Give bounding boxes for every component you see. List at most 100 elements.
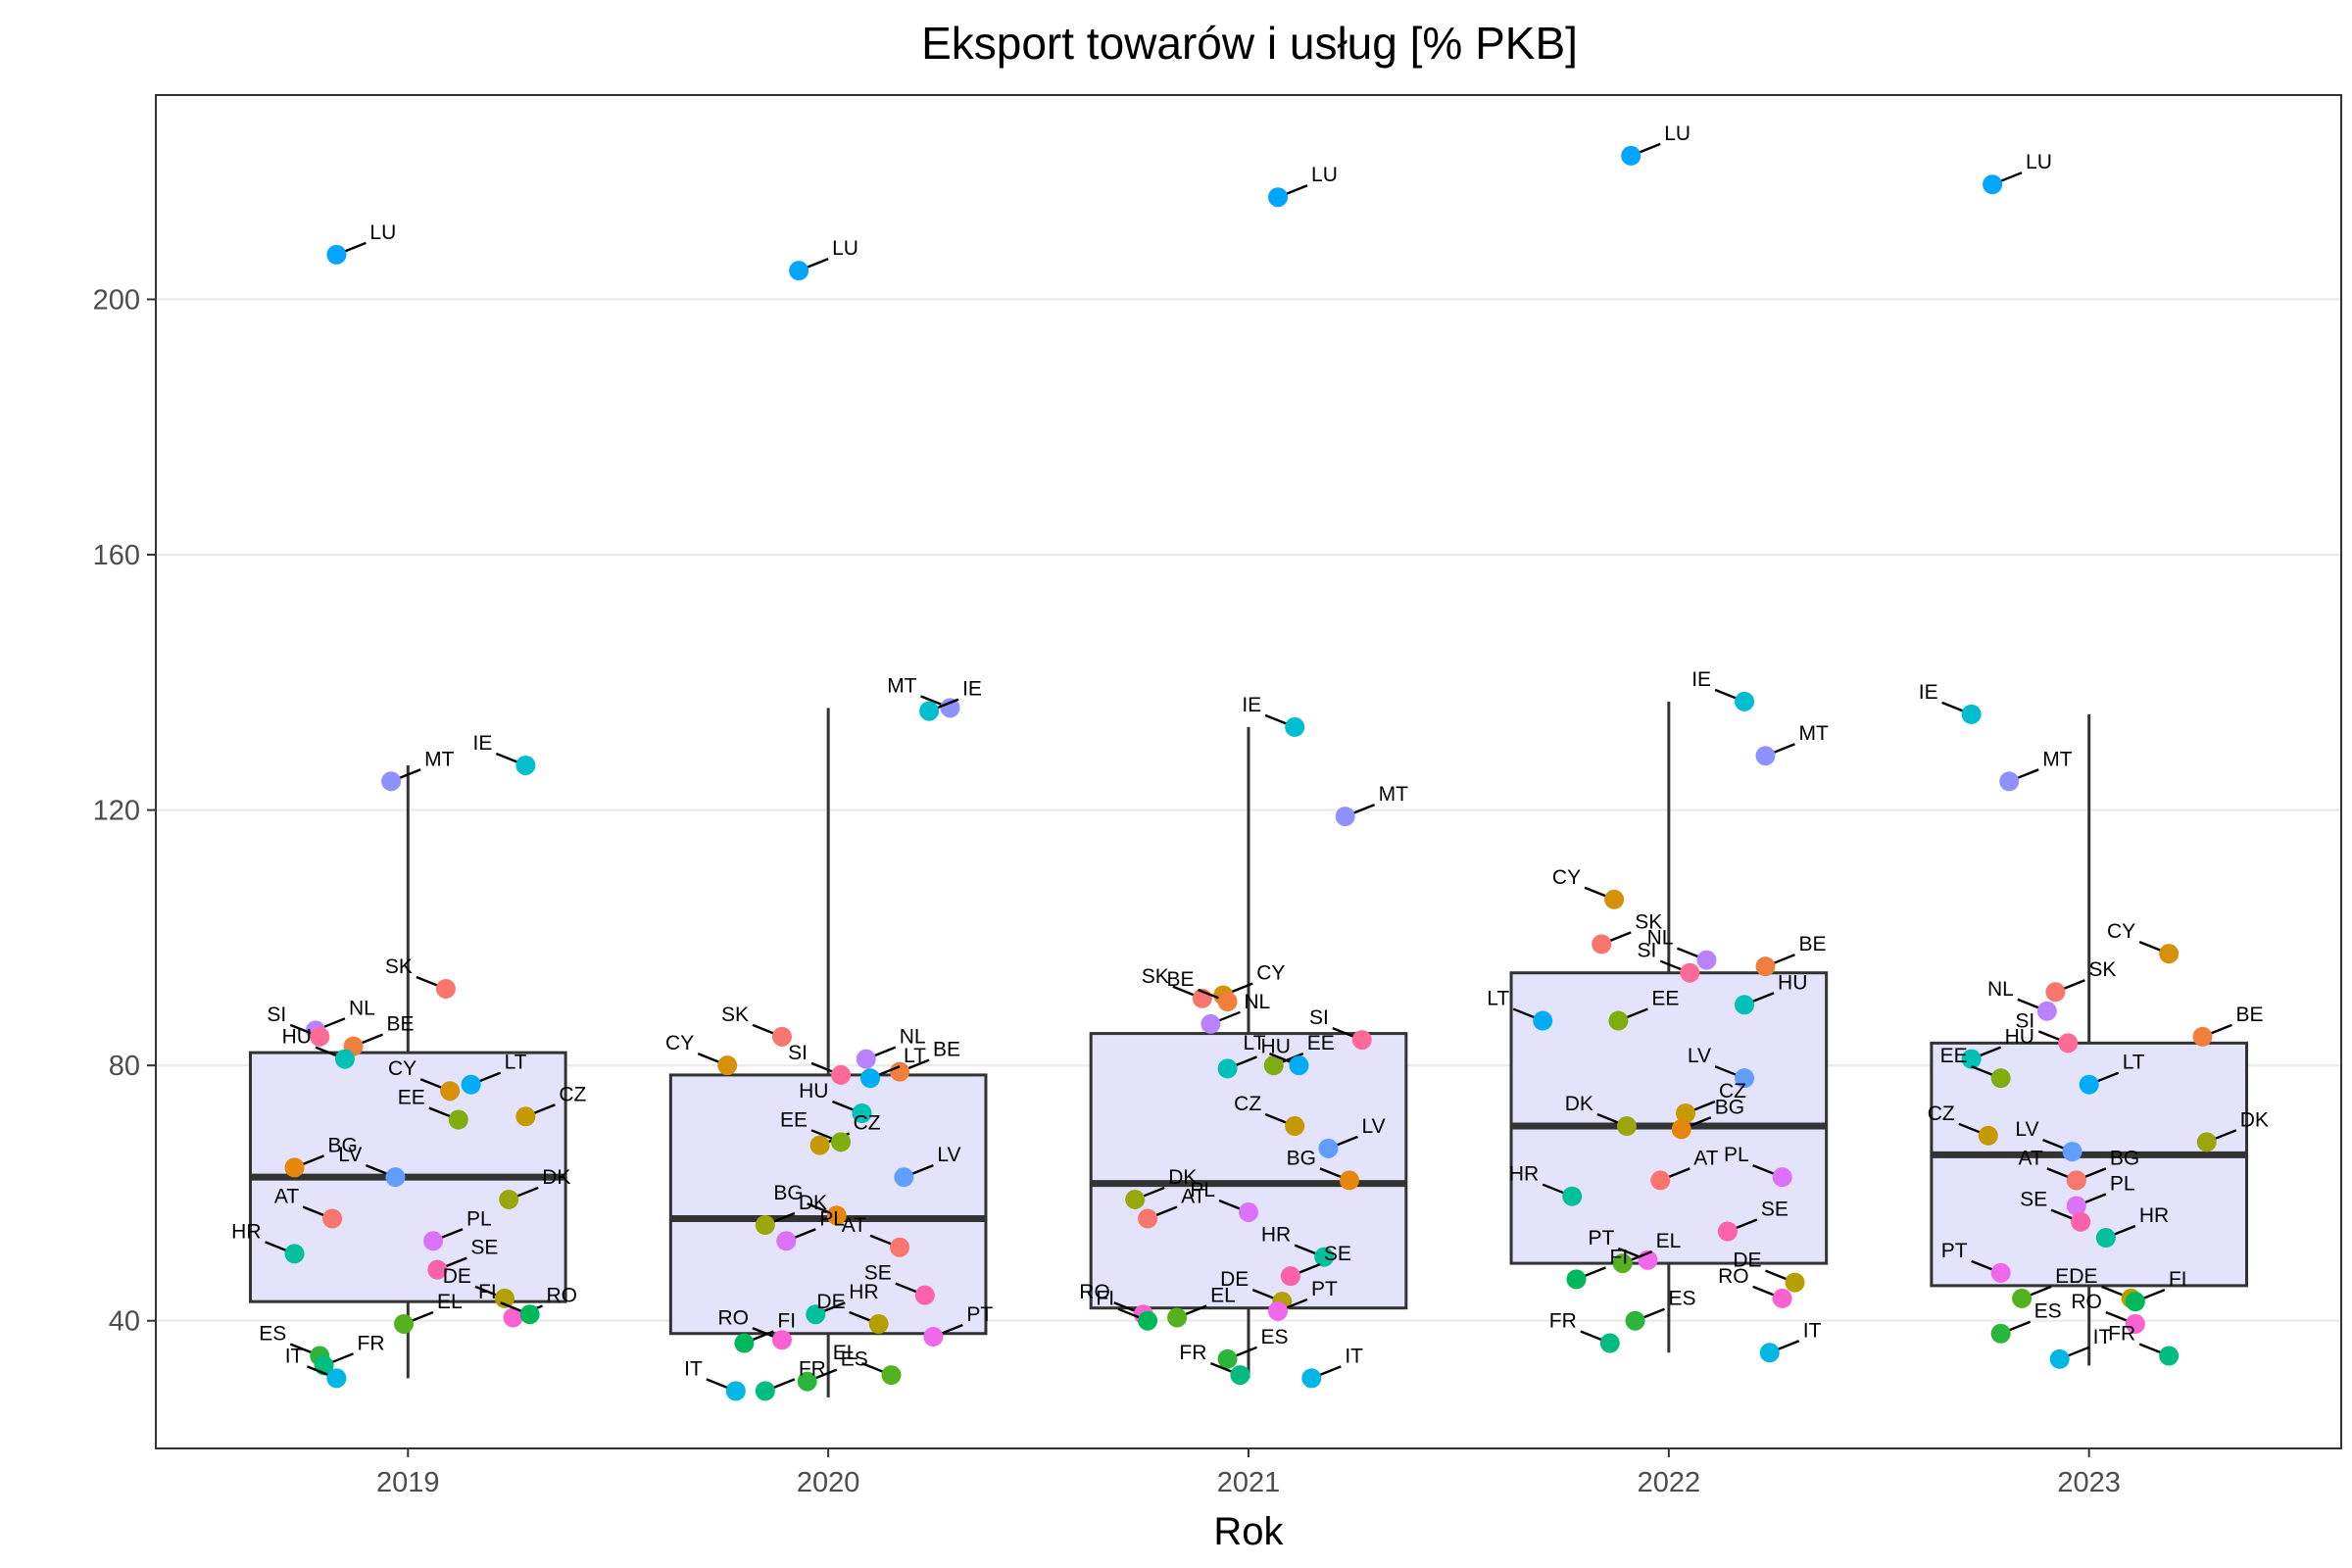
- marker-2020-FR: [755, 1381, 775, 1401]
- marker-2021-EL: [1167, 1307, 1188, 1328]
- point-2023-FI: FI: [2125, 1268, 2187, 1312]
- marker-2023-RO: [2125, 1313, 2145, 1334]
- marker-2019-SE: [427, 1259, 448, 1280]
- label-2020-SI: SI: [788, 1042, 808, 1064]
- point-2022-EL: EL: [1612, 1230, 1681, 1274]
- label-2021-FI: FI: [1096, 1288, 1114, 1310]
- label-2022-CY: CY: [1552, 866, 1581, 889]
- point-2020-PL: PL: [776, 1207, 845, 1251]
- marker-2022-EE: [1608, 1010, 1629, 1031]
- marker-2023-NL: [2036, 1001, 2057, 1021]
- point-2023-AT: AT: [2019, 1147, 2086, 1191]
- marker-2021-BE: [1217, 992, 1238, 1012]
- y-tick-label-40: 40: [109, 1306, 140, 1338]
- marker-2020-BE: [890, 1061, 910, 1082]
- marker-2021-HU: [1217, 1058, 1238, 1079]
- marker-2020-IE: [919, 701, 940, 721]
- label-2023-NL: NL: [1987, 978, 2014, 1001]
- label-2019-CZ: CZ: [559, 1083, 586, 1105]
- marker-2022-NL: [1696, 950, 1717, 970]
- marker-2020-LU: [789, 261, 809, 281]
- box-2021: [1089, 1032, 1408, 1310]
- marker-2019-DK: [499, 1189, 519, 1209]
- marker-2023-SK: [2045, 982, 2066, 1003]
- label-2021-BG: BG: [1287, 1147, 1316, 1169]
- marker-2019-HU: [334, 1049, 355, 1069]
- label-2019-PL: PL: [466, 1207, 492, 1230]
- point-2021-SE: SE: [1280, 1243, 1351, 1287]
- label-2023-FI: FI: [2169, 1268, 2187, 1291]
- marker-2019-EL: [394, 1313, 415, 1334]
- label-2020-FR: FR: [799, 1357, 826, 1380]
- label-2023-SK: SK: [2088, 958, 2116, 981]
- label-2022-SE: SE: [1761, 1199, 1788, 1221]
- marker-2020-IT: [725, 1381, 746, 1401]
- label-2020-LU: LU: [832, 237, 858, 260]
- point-2021-MT: MT: [1335, 783, 1408, 827]
- point-2019-IE: IE: [473, 732, 536, 775]
- label-2023-CZ: CZ: [1928, 1102, 1955, 1125]
- label-2021-PL: PL: [1190, 1179, 1215, 1201]
- point-2023-SK: SK: [2045, 958, 2116, 1003]
- marker-2022-FR: [1599, 1333, 1620, 1353]
- label-2022-RO: RO: [1718, 1265, 1749, 1288]
- y-tick-label-120: 120: [93, 796, 140, 827]
- point-2022-SI: SI: [1637, 940, 1700, 983]
- point-2019-HR: HR: [231, 1220, 305, 1264]
- label-2020-EE: EE: [780, 1108, 808, 1131]
- label-2021-BE: BE: [1167, 968, 1195, 991]
- marker-2022-DK: [1616, 1116, 1637, 1137]
- label-2019-FI: FI: [478, 1281, 497, 1303]
- point-2020-EL: EL: [833, 1342, 902, 1386]
- label-2020-IT: IT: [684, 1357, 703, 1380]
- marker-2019-CZ: [515, 1106, 536, 1127]
- label-2019-LV: LV: [338, 1144, 362, 1166]
- label-2021-EL: EL: [1210, 1284, 1236, 1306]
- point-2021-PT: PT: [1268, 1278, 1338, 1321]
- point-2023-CY: CY: [2107, 920, 2180, 964]
- label-2022-LT: LT: [1487, 988, 1509, 1010]
- label-2021-IT: IT: [1345, 1345, 1363, 1367]
- point-2022-EE: EE: [1608, 988, 1679, 1031]
- point-2023-IT: IT: [2049, 1326, 2112, 1369]
- label-2019-HR: HR: [231, 1220, 261, 1243]
- label-2023-EL: EL: [2055, 1265, 2081, 1288]
- label-2019-EE: EE: [398, 1087, 425, 1109]
- point-2019-SI: SI: [267, 1004, 330, 1047]
- marker-2023-PT: [1990, 1262, 2011, 1283]
- marker-2020-SE: [914, 1285, 935, 1305]
- point-2021-FI: FI: [1096, 1288, 1158, 1331]
- label-2020-PL: PL: [819, 1207, 845, 1230]
- point-2021-NL: NL: [1200, 991, 1270, 1034]
- label-2020-DE: DE: [816, 1291, 845, 1313]
- label-2022-ES: ES: [1669, 1288, 1696, 1310]
- marker-2022-CY: [1604, 889, 1625, 909]
- marker-2020-LT: [860, 1068, 881, 1089]
- label-2021-SI: SI: [1309, 1006, 1329, 1029]
- label-2023-LV: LV: [2015, 1118, 2038, 1141]
- point-2021-HU: HU: [1217, 1035, 1291, 1079]
- label-2023-BG: BG: [2110, 1147, 2139, 1169]
- point-2021-HR: HR: [1261, 1224, 1335, 1267]
- chart-title: Eksport towarów i usług [% PKB]: [921, 18, 1578, 69]
- marker-2021-FI: [1138, 1310, 1158, 1331]
- point-2020-HU: HU: [799, 1080, 872, 1124]
- marker-2019-SK: [435, 978, 456, 999]
- marker-2023-BE: [2192, 1026, 2213, 1047]
- marker-2023-ES: [1990, 1323, 2011, 1344]
- label-2020-RO: RO: [717, 1306, 749, 1329]
- point-2022-RO: RO: [1718, 1265, 1792, 1308]
- marker-2023-EL: [2012, 1288, 2033, 1308]
- point-2020-LV: LV: [894, 1144, 960, 1188]
- marker-2020-DK: [755, 1215, 775, 1236]
- marker-2022-ES: [1625, 1310, 1645, 1331]
- point-2023-IE: IE: [1919, 681, 1982, 724]
- label-2019-AT: AT: [274, 1185, 299, 1207]
- label-2019-BE: BE: [387, 1013, 415, 1036]
- marker-2020-ES: [797, 1371, 817, 1392]
- marker-2021-PT: [1268, 1300, 1289, 1321]
- marker-2020-EL: [881, 1365, 902, 1386]
- marker-2021-AT: [1138, 1208, 1158, 1229]
- label-2022-NL: NL: [1647, 927, 1674, 950]
- point-2019-LU: LU: [326, 221, 396, 265]
